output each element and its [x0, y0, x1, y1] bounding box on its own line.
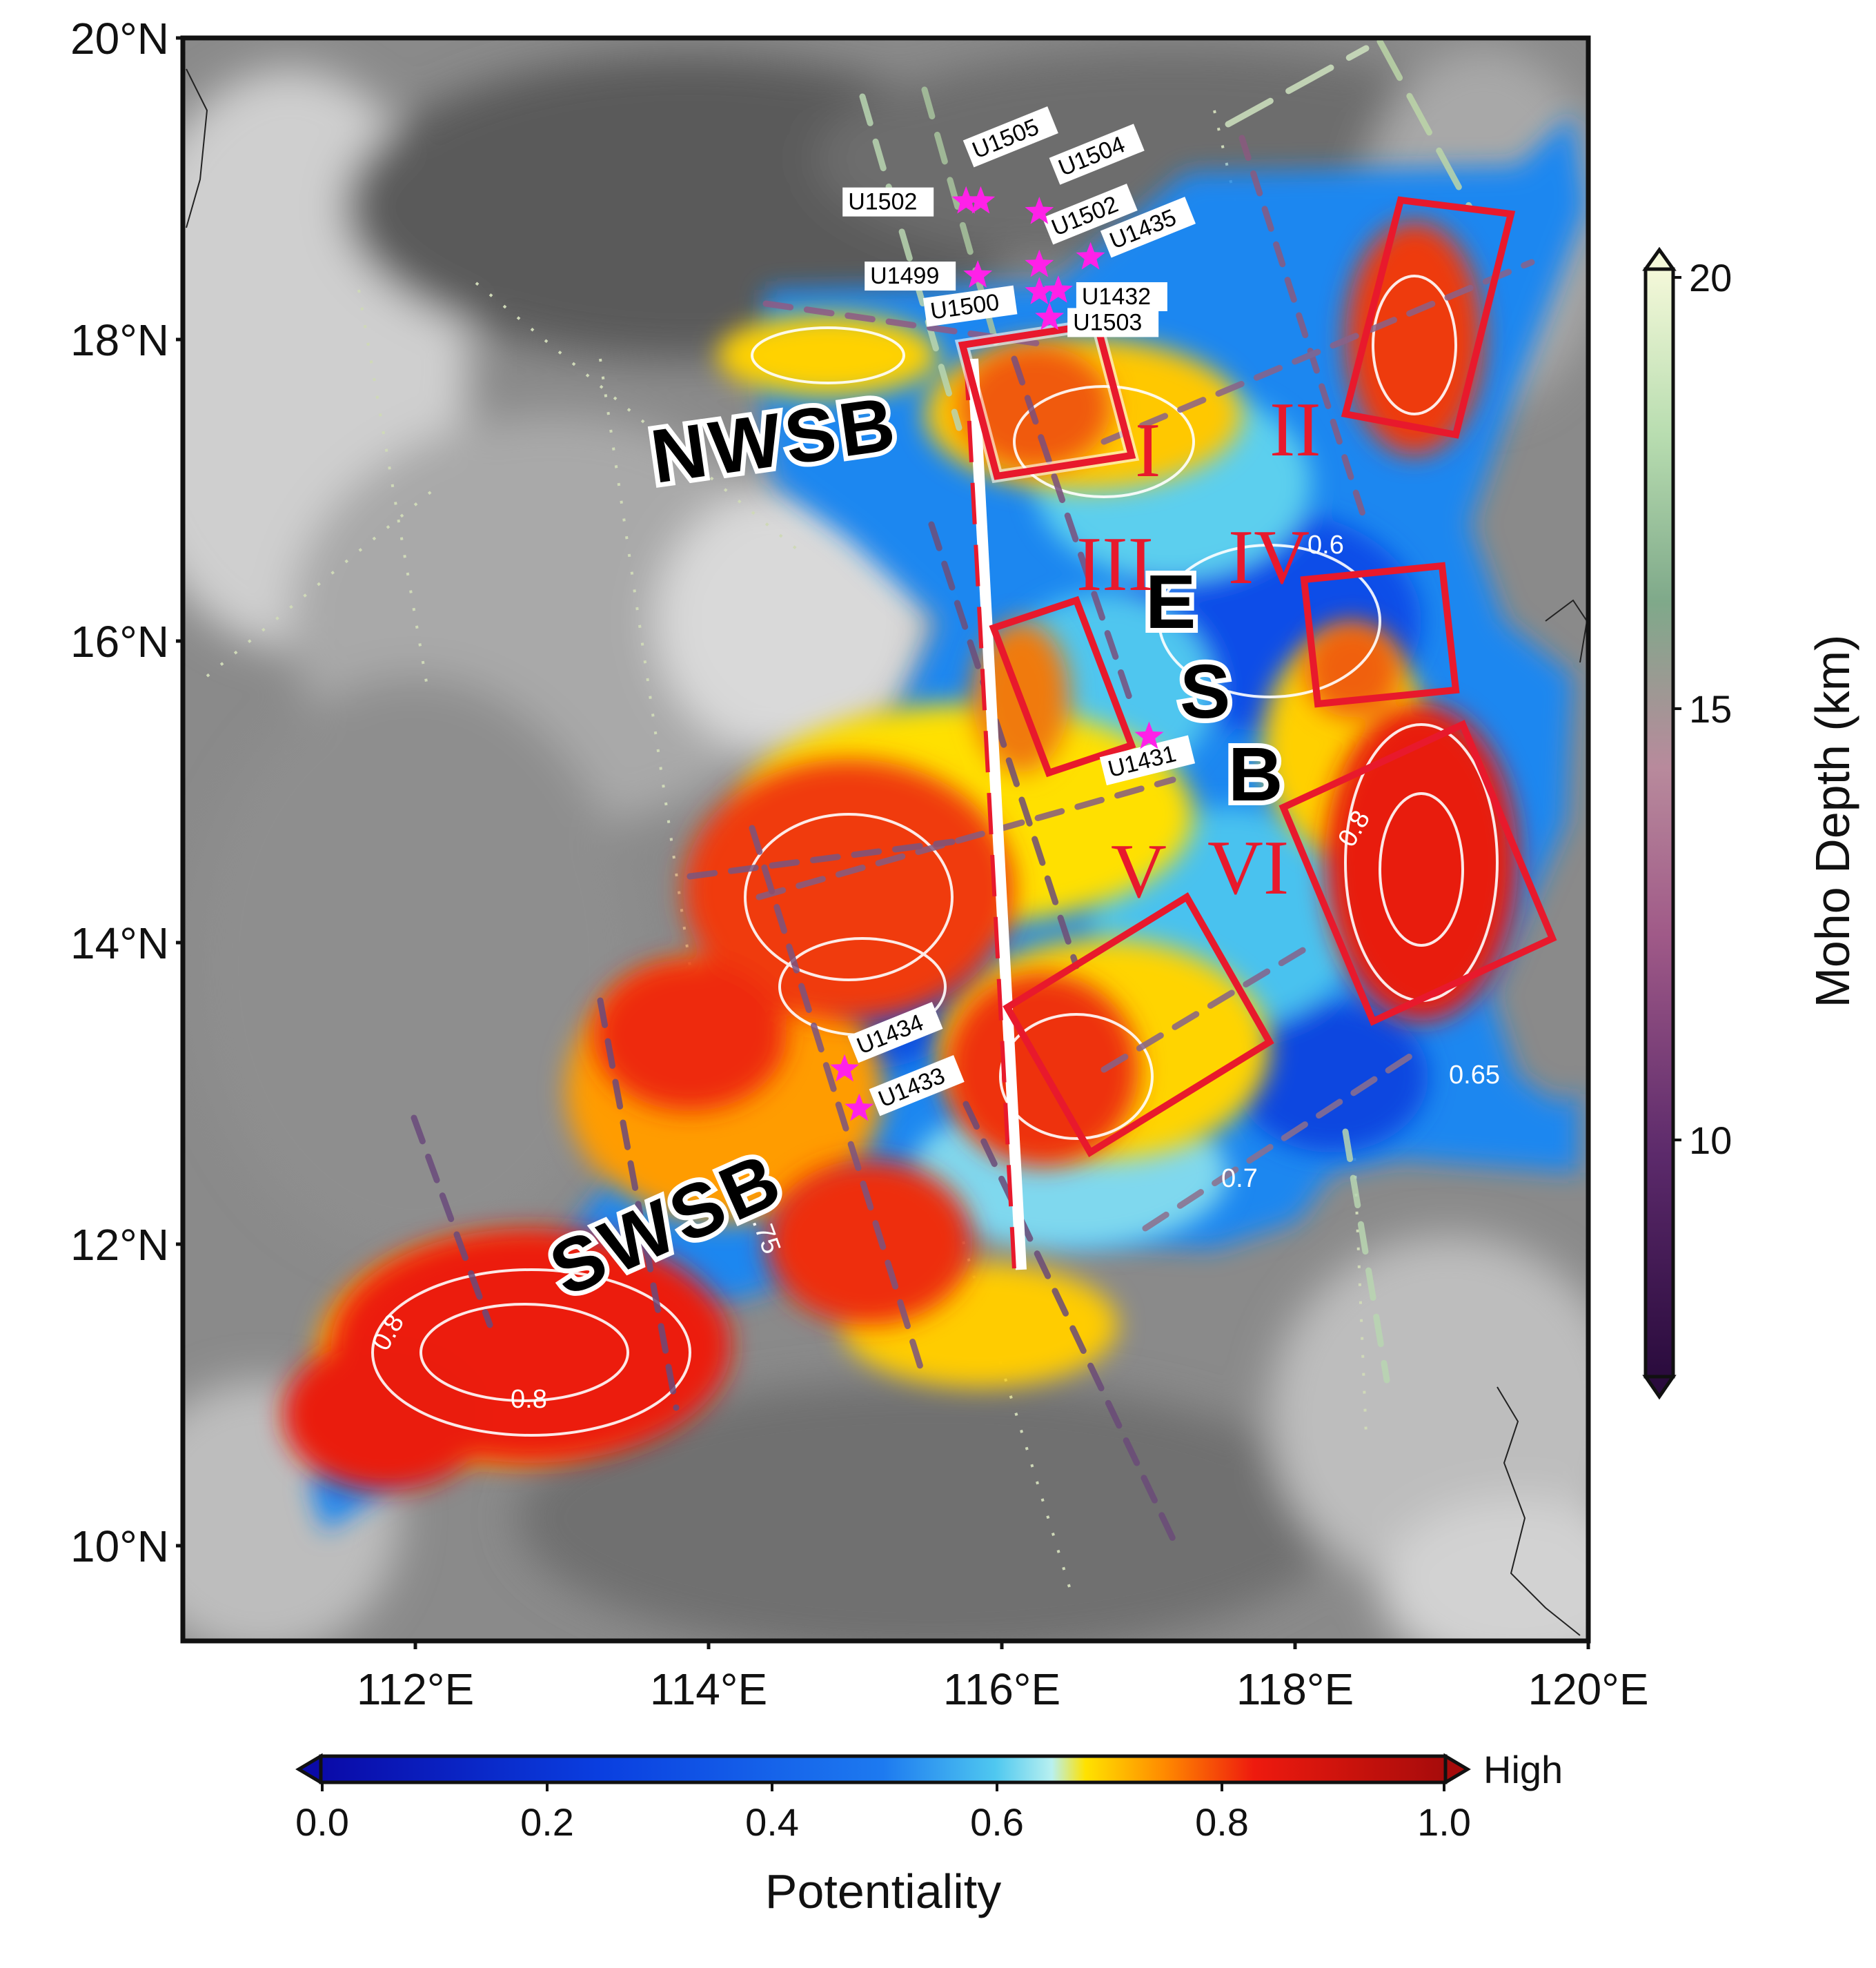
lon-label: 116°E — [943, 1664, 1060, 1714]
potentiality-colorbar-left-arrow — [295, 1753, 323, 1786]
moho-colorbar-top-arrow — [1642, 246, 1677, 271]
zone-label: V — [1111, 829, 1167, 914]
zone-label: III — [1076, 522, 1154, 607]
zone-label: II — [1270, 387, 1321, 473]
drill-site-star-icon — [845, 1093, 874, 1121]
moho-tick: 15 — [1689, 687, 1732, 731]
site-label: U1502 — [842, 187, 934, 217]
site-label-background — [1099, 735, 1196, 786]
site-label-background — [842, 187, 934, 217]
site-label-background — [1100, 197, 1196, 258]
longitude-116-reference — [964, 358, 1027, 1270]
lat-label: 10°N — [70, 1522, 169, 1571]
basin-label-esb: E S B — [1141, 555, 1287, 822]
potentiality-tick: 0.4 — [745, 1800, 799, 1844]
drill-site-star-icon — [963, 260, 993, 288]
drill-site-star-icon — [1025, 197, 1054, 224]
lon-label: 120°E — [1528, 1664, 1648, 1714]
longitude-axis: 112°E 114°E 116°E 118°E 120°E — [357, 1664, 1649, 1714]
potentiality-field — [283, 114, 1587, 1532]
potentiality-tick: 1.0 — [1417, 1800, 1471, 1844]
contour-label: 0.8 — [511, 1385, 547, 1414]
lon-label: 118°E — [1236, 1664, 1354, 1714]
zone-label: IV — [1228, 515, 1310, 600]
bathymetry-shading — [183, 48, 1588, 1641]
zone-label: I — [1135, 408, 1161, 493]
potentiality-tick: 0.8 — [1195, 1800, 1249, 1844]
site-label: U1503 — [1067, 308, 1159, 337]
lat-label: 18°N — [70, 315, 169, 365]
potentiality-colorbar-ramp — [319, 1754, 1448, 1784]
map-ticks — [176, 36, 1590, 1649]
drill-site-star-icon — [1044, 275, 1073, 303]
drill-site-star-icon — [966, 186, 996, 214]
zone-labels: I II III IV V VI — [1076, 387, 1321, 914]
potentiality-tick: 0.0 — [295, 1800, 349, 1844]
basin-label-esb-letter: S — [1180, 649, 1234, 734]
site-label: U1499 — [865, 262, 956, 291]
site-label: U1432 — [1076, 282, 1167, 311]
drill-site-star-icon — [1025, 277, 1054, 304]
map-area — [183, 38, 1588, 1641]
moho-colorbar-bottom-arrow — [1642, 1375, 1677, 1400]
map-frame — [180, 35, 1591, 1644]
drill-site-star-icon — [1035, 302, 1065, 331]
site-label-background — [1067, 308, 1159, 337]
site-label-text: U1499 — [870, 263, 939, 289]
basin-label-esb-letter: E — [1145, 560, 1200, 644]
site-label-text: U1432 — [1082, 284, 1151, 310]
drill-site-star-icon — [1076, 242, 1105, 270]
site-label-text: U1503 — [1073, 309, 1142, 335]
zone-box-v — [1003, 892, 1274, 1157]
potentiality-tick: 0.6 — [970, 1800, 1024, 1844]
site-label-text: U1502 — [848, 189, 917, 215]
potentiality-colorbar-title: Potentiality — [765, 1864, 1001, 1918]
site-label-background — [869, 1054, 965, 1116]
contour-label: 0.65 — [1449, 1061, 1500, 1090]
site-label-background — [1049, 124, 1145, 185]
potentiality-colorbar: 0.0 0.2 0.4 0.6 0.8 1.0 High Potentialit… — [295, 1748, 1563, 1918]
zone-box-ii — [1341, 196, 1516, 439]
potentiality-colorbar-right-arrow — [1443, 1753, 1471, 1786]
contour-label: 0.7 — [1221, 1164, 1258, 1193]
site-label-background — [1076, 282, 1167, 311]
zone-box-vi — [1278, 720, 1557, 1026]
zone-box-iv — [1300, 562, 1460, 708]
site-label-background — [1042, 184, 1138, 245]
drill-site-star-icon — [830, 1054, 859, 1082]
site-label-background — [865, 262, 956, 291]
lat-label: 14°N — [70, 918, 169, 968]
moho-colorbar-ramp — [1643, 267, 1675, 1379]
potentiality-tick: 0.2 — [520, 1800, 574, 1844]
drill-site-star-icon — [1025, 249, 1054, 277]
lon-label: 114°E — [650, 1664, 767, 1714]
lat-label: 16°N — [70, 617, 169, 667]
zone-boxes — [954, 196, 1557, 1157]
potentiality-high-label: High — [1483, 1748, 1563, 1791]
zone-label: VI — [1207, 825, 1289, 911]
coastlines — [186, 68, 1588, 1636]
site-label-background — [847, 1001, 943, 1063]
moho-colorbar-title: Moho Depth (km) — [1806, 635, 1859, 1008]
zone-box-iii — [989, 596, 1136, 778]
lat-label: 12°N — [70, 1220, 169, 1270]
lon-label: 112°E — [357, 1664, 474, 1714]
moho-tick: 20 — [1689, 256, 1732, 299]
drill-site-star-icon — [1134, 721, 1164, 749]
contour-label: 0.6 — [1307, 531, 1344, 560]
moho-colorbar: 20 15 10 Moho Depth (km) — [1642, 246, 1859, 1400]
moho-tick: 10 — [1689, 1119, 1732, 1162]
latitude-axis: 20°N 18°N 16°N 14°N 12°N 10°N — [70, 14, 169, 1571]
site-label-background — [922, 285, 1018, 327]
site-label-background — [962, 106, 1058, 168]
basin-label-esb-letter: B — [1228, 732, 1287, 817]
lat-label: 20°N — [70, 14, 169, 63]
drill-site-star-icon — [951, 186, 981, 214]
